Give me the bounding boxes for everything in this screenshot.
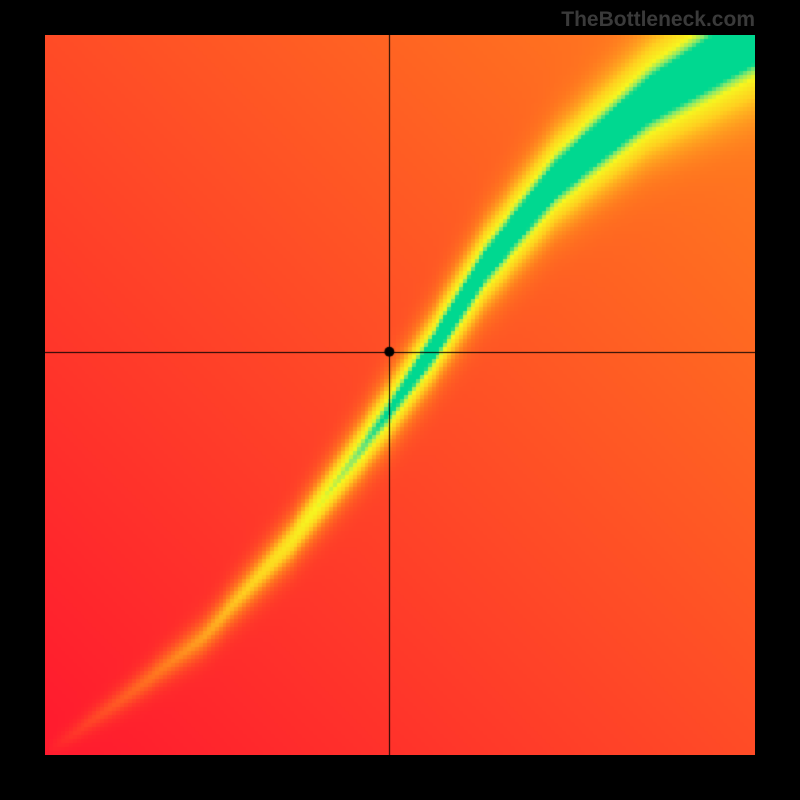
crosshair-overlay — [45, 35, 755, 755]
watermark-text: TheBottleneck.com — [561, 8, 755, 32]
